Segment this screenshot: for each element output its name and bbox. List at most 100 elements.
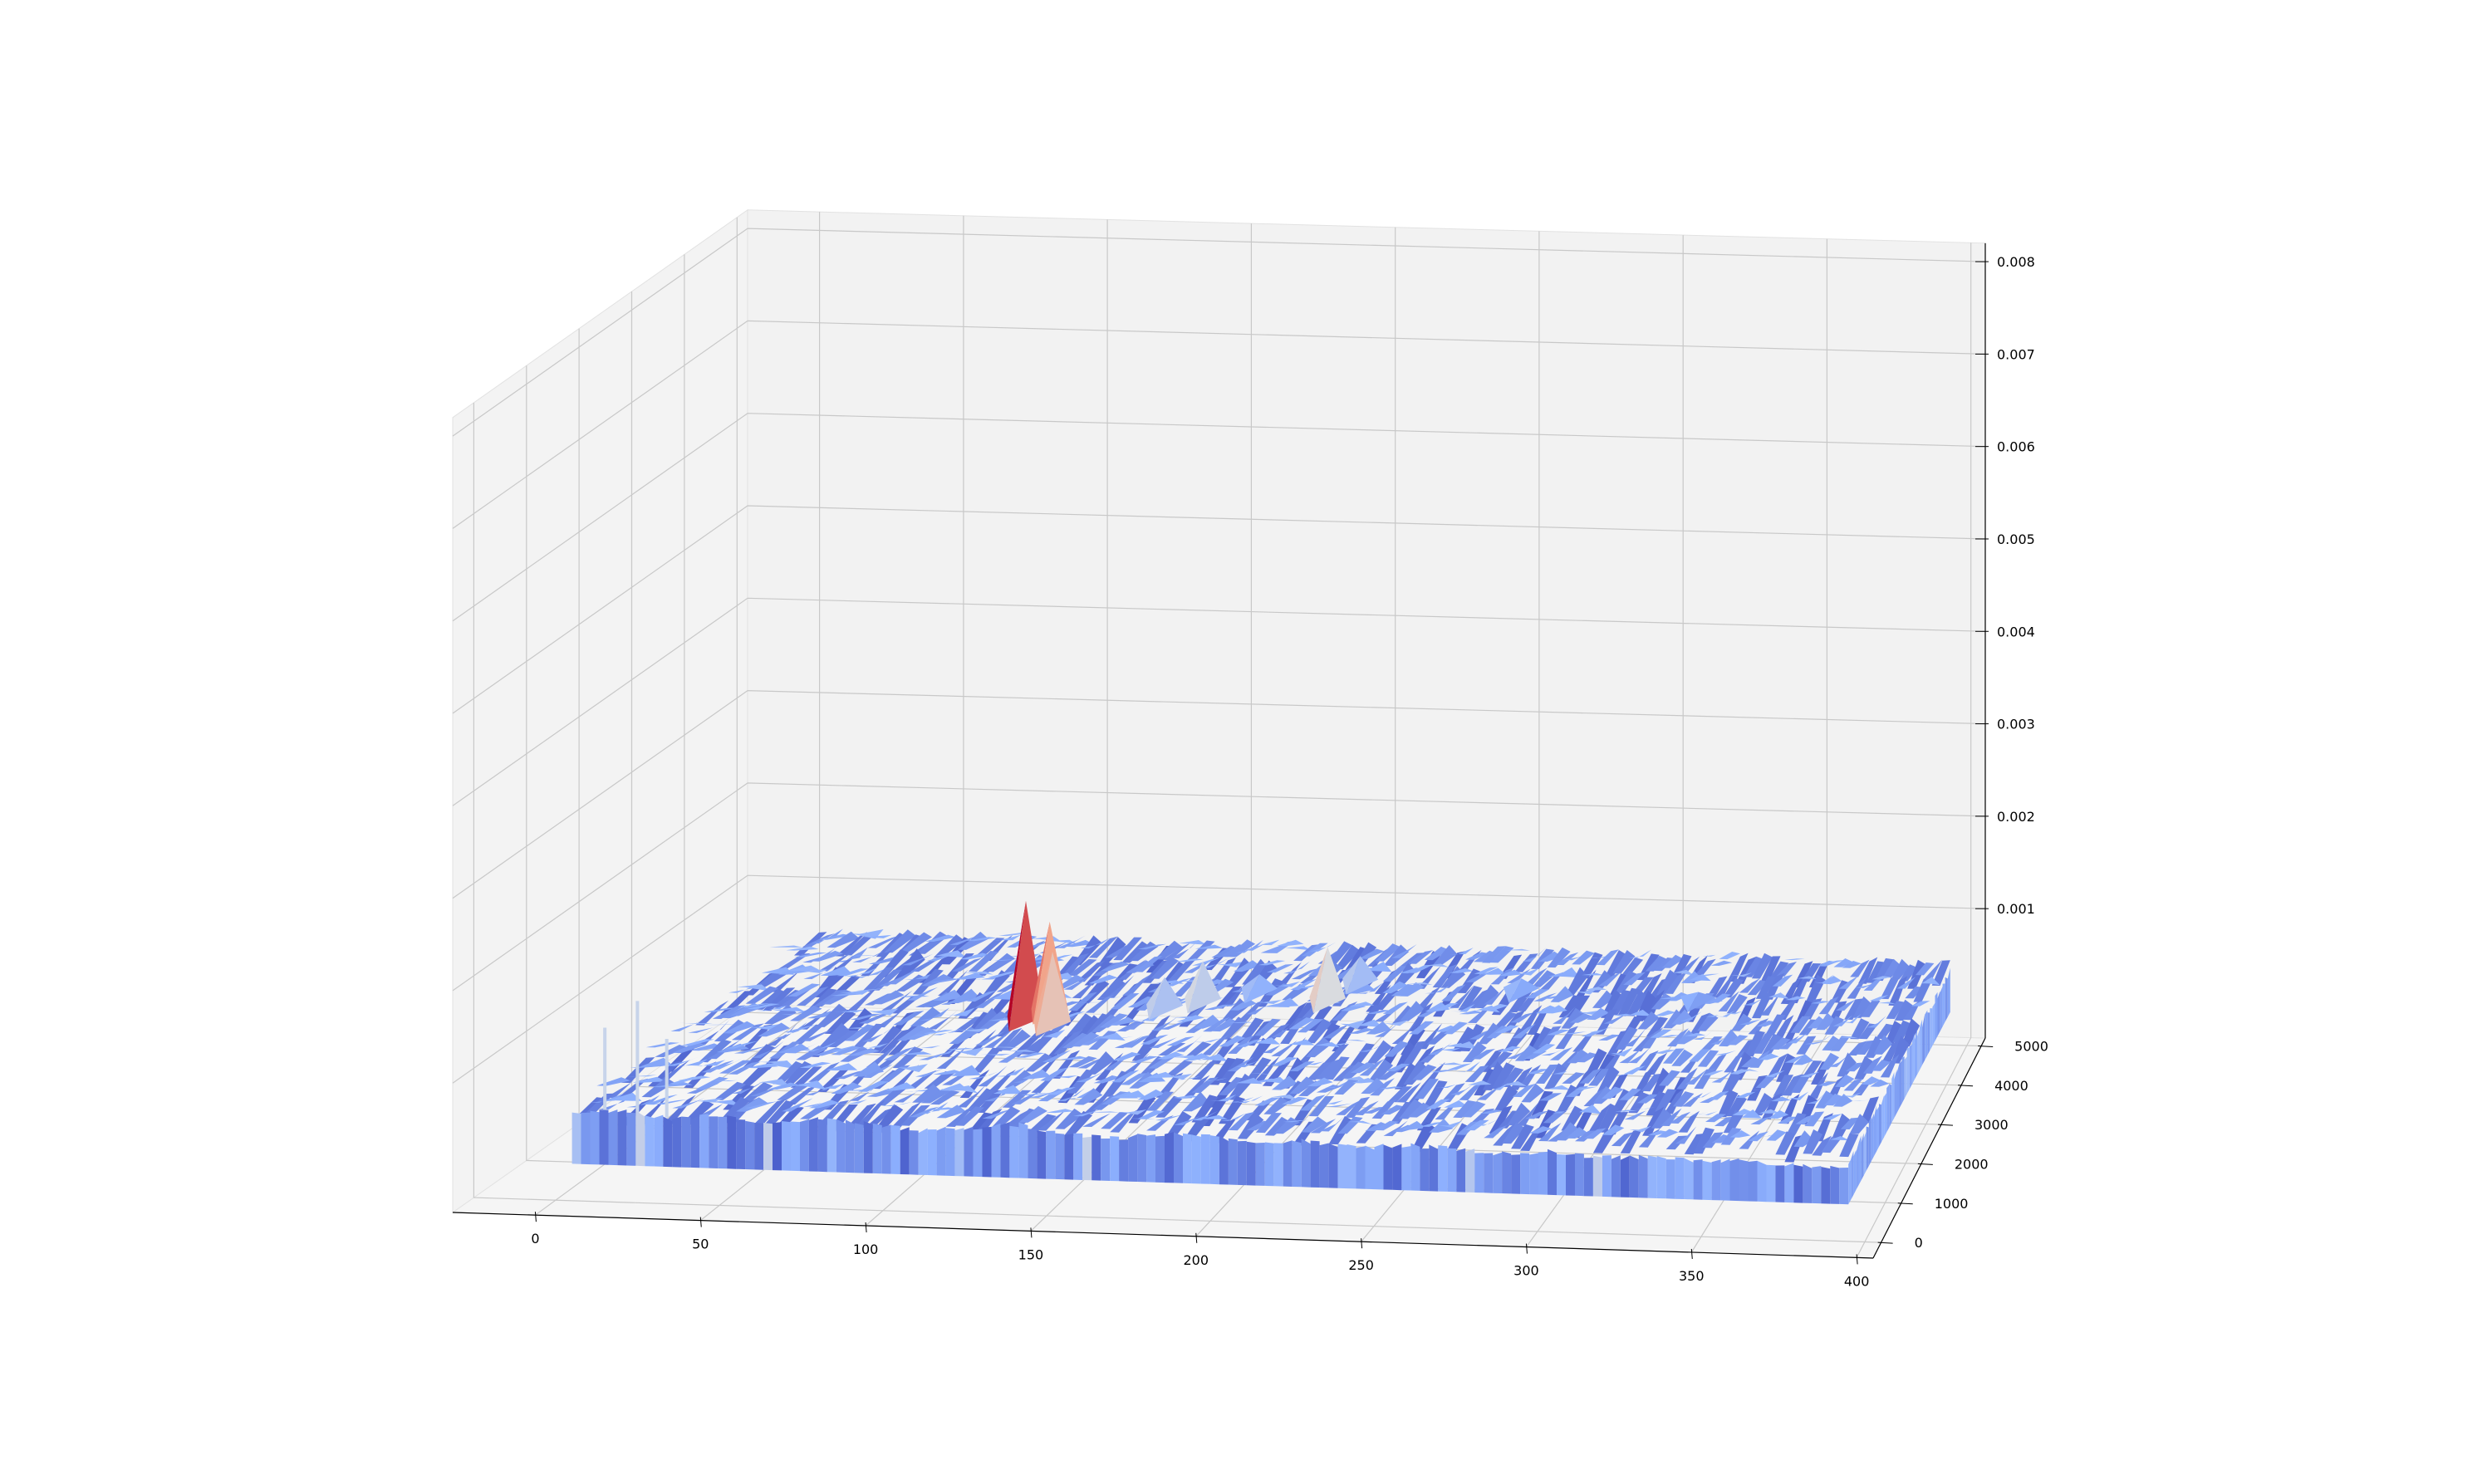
surface-patch	[1665, 1135, 1688, 1150]
surface-patch	[1128, 1095, 1156, 1124]
surface-side-strip	[1863, 1131, 1867, 1176]
surface-peak	[1244, 974, 1278, 1004]
surface-patch	[1555, 952, 1579, 966]
surface-patch	[1464, 1065, 1489, 1083]
surface-front-strip	[1374, 1144, 1384, 1190]
surface-patch	[1899, 964, 1918, 982]
surface-patch	[950, 1065, 981, 1076]
surface-patch	[1263, 1096, 1290, 1114]
surface-patch	[844, 955, 876, 957]
surface-patch	[974, 991, 1005, 1008]
surface-patch	[1048, 1075, 1078, 1079]
surface-patch	[1722, 978, 1744, 998]
surface-front-strip	[991, 1123, 1001, 1178]
surface-patch	[1219, 1036, 1246, 1047]
surface-patch	[1796, 1036, 1817, 1055]
surface-patch	[704, 1007, 738, 1012]
surface-patch	[1515, 967, 1539, 976]
surface-patch	[1064, 1110, 1093, 1136]
surface-front-strip	[773, 1122, 782, 1171]
surface-patch	[919, 1007, 949, 1021]
surface-patch	[936, 1046, 967, 1069]
surface-patch	[1191, 1095, 1219, 1123]
surface-patch	[1651, 1108, 1673, 1129]
y-axis-line	[1872, 1037, 1986, 1259]
surface-patch	[1752, 992, 1773, 1019]
surface-patch	[949, 934, 981, 945]
surface-patch	[1093, 997, 1123, 998]
surface-patch	[871, 969, 902, 991]
surface-patch	[1436, 1047, 1461, 1051]
surface-patch	[1228, 1111, 1255, 1131]
surface-patch	[1466, 988, 1491, 1009]
surface-peak	[1146, 977, 1165, 1021]
surface-side-strip	[1901, 1056, 1905, 1104]
surface-front-strip	[699, 1114, 709, 1168]
surface-front-strip	[1365, 1145, 1375, 1190]
surface-front-strip	[1602, 1155, 1611, 1197]
surface-patch	[1489, 1105, 1513, 1134]
surface-patch	[1718, 991, 1739, 1011]
surface-patch	[894, 1085, 925, 1103]
surface-patch	[690, 1098, 724, 1103]
surface-side-strip	[1940, 986, 1943, 1031]
surface-patch	[836, 1026, 868, 1029]
surface-front-strip	[763, 1123, 773, 1171]
surface-patch	[1453, 1100, 1477, 1119]
surface-patch	[1420, 1061, 1445, 1087]
surface-patch	[951, 957, 983, 972]
surface-patch	[1731, 1013, 1752, 1031]
surface-patch	[1474, 1119, 1499, 1126]
surface-patch	[1062, 1032, 1091, 1049]
surface-patch	[1121, 941, 1150, 963]
surface-patch	[850, 1013, 882, 1021]
surface-patch	[1493, 1122, 1517, 1146]
surface-patch	[1813, 974, 1834, 984]
surface-patch	[1735, 956, 1757, 984]
surface-patch	[1851, 1100, 1871, 1101]
surface-front-strip	[1410, 1143, 1420, 1191]
surface-patch	[1727, 953, 1749, 982]
surface-patch	[1400, 953, 1425, 967]
surface-patch	[826, 1063, 858, 1071]
surface-patch	[993, 1085, 1023, 1095]
surface-front-strip	[918, 1128, 928, 1175]
surface-patch	[1101, 1112, 1129, 1129]
surface-patch	[1093, 1075, 1122, 1084]
surface-patch	[1424, 946, 1450, 961]
surface-patch	[1824, 1093, 1844, 1106]
surface-patch	[1174, 1075, 1201, 1080]
surface-patch	[1923, 959, 1943, 980]
surface-front-strip	[626, 1112, 636, 1166]
surface-patch	[1803, 1129, 1823, 1154]
surface-patch	[1541, 1048, 1564, 1056]
surface-plot	[571, 900, 1950, 1205]
surface-patch	[1002, 1090, 1032, 1108]
surface-patch	[1764, 1014, 1786, 1036]
surface-patch	[1705, 976, 1728, 999]
surface-patch	[1844, 998, 1864, 1020]
surface-patch	[1267, 963, 1294, 973]
surface-patch	[1067, 958, 1097, 977]
surface-patch	[1845, 1062, 1866, 1072]
surface-patch	[1714, 1010, 1735, 1017]
surface-patch	[1636, 1051, 1659, 1071]
surface-front-strip	[827, 1118, 836, 1173]
surface-patch	[1628, 1047, 1651, 1064]
surface-front-strip	[1729, 1158, 1739, 1202]
surface-patch	[1689, 1049, 1710, 1062]
surface-patch	[1252, 939, 1280, 946]
surface-patch	[1850, 959, 1870, 977]
surface-patch	[853, 1023, 885, 1048]
surface-patch	[1273, 1095, 1299, 1101]
surface-patch	[1479, 1109, 1504, 1114]
surface-patch	[1558, 995, 1582, 1018]
surface-patch	[1203, 1016, 1230, 1032]
surface-patch	[1651, 993, 1673, 1010]
surface-patch	[1861, 1076, 1881, 1085]
grid-line-z	[452, 782, 1986, 992]
surface-patch	[1074, 1088, 1103, 1105]
surface-front-strip	[1255, 1143, 1265, 1186]
surface-patch	[1865, 1036, 1885, 1058]
